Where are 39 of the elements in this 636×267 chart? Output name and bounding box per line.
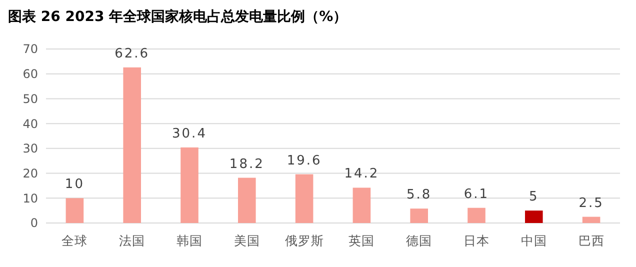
data-label: 6.1 — [464, 186, 490, 202]
bar — [468, 208, 486, 223]
y-tick-label: 0 — [30, 216, 38, 230]
data-label: 18.2 — [229, 156, 264, 172]
data-label: 10 — [64, 177, 84, 192]
y-tick-label: 40 — [22, 116, 38, 131]
x-tick-label: 英国 — [348, 233, 375, 248]
y-tick-label: 50 — [22, 92, 38, 106]
x-tick-label: 全球 — [62, 233, 88, 248]
chart-title: 图表 26 2023 年全球国家核电占总发电量比例（%） — [8, 8, 348, 25]
x-tick-label: 美国 — [234, 233, 260, 248]
y-tick-label: 10 — [22, 191, 38, 206]
y-tick-label: 70 — [22, 42, 38, 56]
x-tick-label: 德国 — [406, 233, 432, 248]
x-tick-label: 巴西 — [578, 233, 604, 248]
x-tick-label: 日本 — [464, 233, 490, 248]
data-label: 62.6 — [114, 46, 150, 62]
data-label: 2.5 — [578, 196, 604, 211]
x-tick-label: 中国 — [520, 233, 547, 248]
y-tick-label: 20 — [22, 166, 38, 180]
bar — [180, 147, 198, 223]
y-tick-label: 60 — [22, 67, 38, 82]
bar — [352, 188, 371, 223]
x-tick-label: 俄罗斯 — [284, 233, 324, 248]
x-tick-label: 韩国 — [176, 233, 202, 248]
data-label: 30.4 — [172, 126, 207, 142]
data-label: 14.2 — [344, 166, 380, 182]
data-label: 5.8 — [406, 188, 432, 203]
bar — [525, 210, 543, 223]
data-label: 5 — [529, 190, 539, 205]
x-tick-label: 法国 — [119, 233, 146, 248]
bar — [238, 178, 256, 223]
bar — [410, 208, 428, 223]
bar — [123, 67, 141, 223]
y-tick-label: 30 — [22, 142, 38, 156]
bar — [582, 216, 600, 223]
data-label: 19.6 — [286, 153, 322, 168]
bar — [66, 198, 84, 223]
bar — [295, 174, 314, 223]
